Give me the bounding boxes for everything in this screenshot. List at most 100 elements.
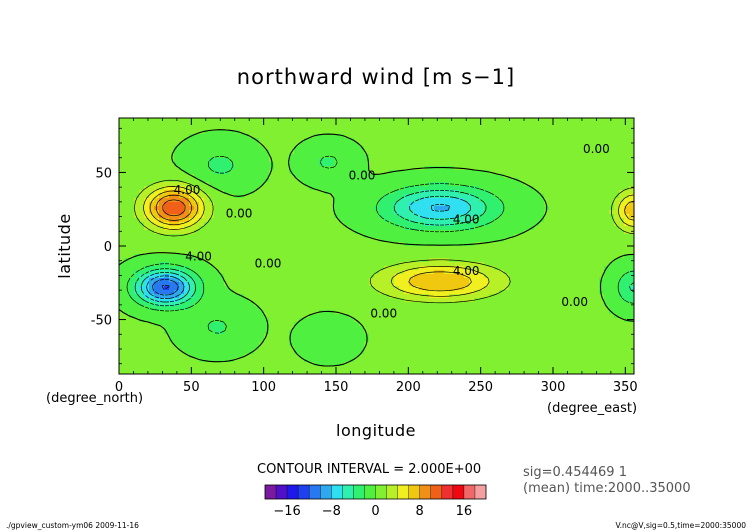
field-cell bbox=[579, 298, 585, 303]
field-cell bbox=[349, 190, 355, 195]
field-cell bbox=[494, 154, 500, 159]
field-cell bbox=[334, 274, 340, 279]
field-cell bbox=[404, 214, 410, 219]
field-cell bbox=[559, 186, 565, 191]
field-cell bbox=[224, 202, 230, 207]
field-cell bbox=[474, 126, 480, 131]
field-cell bbox=[544, 238, 550, 243]
field-cell bbox=[334, 158, 340, 163]
field-cell bbox=[374, 170, 380, 175]
field-cell bbox=[279, 238, 285, 243]
field-cell bbox=[569, 238, 575, 243]
field-cell bbox=[609, 134, 615, 139]
field-cell bbox=[454, 294, 460, 299]
field-cell bbox=[569, 162, 575, 167]
field-cell bbox=[134, 310, 140, 315]
field-cell bbox=[459, 122, 465, 127]
field-cell bbox=[179, 146, 185, 151]
field-cell bbox=[604, 198, 610, 203]
field-cell bbox=[534, 174, 540, 179]
field-cell bbox=[604, 138, 610, 143]
field-cell bbox=[299, 258, 305, 263]
field-cell bbox=[244, 266, 250, 271]
field-cell bbox=[264, 202, 270, 207]
field-cell bbox=[604, 162, 610, 167]
field-cell bbox=[164, 190, 170, 195]
field-cell bbox=[219, 194, 225, 199]
field-cell bbox=[569, 222, 575, 227]
field-cell bbox=[619, 178, 625, 183]
field-cell bbox=[324, 286, 330, 291]
field-cell bbox=[434, 166, 440, 171]
field-cell bbox=[154, 254, 160, 259]
field-cell bbox=[414, 146, 420, 151]
field-cell bbox=[294, 306, 300, 311]
field-cell bbox=[149, 134, 155, 139]
field-cell bbox=[624, 234, 630, 239]
field-cell bbox=[509, 146, 515, 151]
field-cell bbox=[334, 134, 340, 139]
field-cell bbox=[194, 162, 200, 167]
field-cell bbox=[334, 190, 340, 195]
field-cell bbox=[179, 238, 185, 243]
field-cell bbox=[494, 278, 500, 283]
field-cell bbox=[234, 242, 240, 247]
field-cell bbox=[339, 242, 345, 247]
field-cell bbox=[379, 194, 385, 199]
field-cell bbox=[479, 150, 485, 155]
field-cell bbox=[269, 310, 275, 315]
field-cell bbox=[119, 290, 125, 295]
field-cell bbox=[564, 214, 570, 219]
field-cell bbox=[584, 278, 590, 283]
field-cell bbox=[354, 190, 360, 195]
field-cell bbox=[269, 186, 275, 191]
field-cell bbox=[389, 158, 395, 163]
field-cell bbox=[254, 270, 260, 275]
field-cell bbox=[604, 258, 610, 263]
field-cell bbox=[444, 154, 450, 159]
field-cell bbox=[249, 270, 255, 275]
field-cell bbox=[434, 154, 440, 159]
field-cell bbox=[319, 258, 325, 263]
field-cell bbox=[509, 222, 515, 227]
field-cell bbox=[399, 134, 405, 139]
field-cell bbox=[434, 118, 440, 123]
field-cell bbox=[219, 282, 225, 287]
field-cell bbox=[184, 178, 190, 183]
field-cell bbox=[414, 174, 420, 179]
field-cell bbox=[544, 234, 550, 239]
field-cell bbox=[519, 278, 525, 283]
field-cell bbox=[539, 186, 545, 191]
field-cell bbox=[154, 178, 160, 183]
field-cell bbox=[504, 282, 510, 287]
field-cell bbox=[539, 254, 545, 259]
field-cell bbox=[284, 266, 290, 271]
field-cell bbox=[354, 134, 360, 139]
field-cell bbox=[129, 266, 135, 271]
field-cell bbox=[289, 266, 295, 271]
field-cell bbox=[429, 210, 435, 215]
field-cell bbox=[349, 210, 355, 215]
field-cell bbox=[544, 218, 550, 223]
field-cell bbox=[214, 306, 220, 311]
field-cell bbox=[539, 230, 545, 235]
field-cell bbox=[134, 214, 140, 219]
field-cell bbox=[189, 218, 195, 223]
field-cell bbox=[204, 258, 210, 263]
field-cell bbox=[314, 302, 320, 307]
field-cell bbox=[144, 190, 150, 195]
field-cell bbox=[179, 266, 185, 271]
field-cell bbox=[254, 234, 260, 239]
field-cell bbox=[309, 142, 315, 147]
field-cell bbox=[164, 174, 170, 179]
field-cell bbox=[549, 206, 555, 211]
field-cell bbox=[189, 270, 195, 275]
field-cell bbox=[289, 302, 295, 307]
field-cell bbox=[459, 178, 465, 183]
field-cell bbox=[184, 150, 190, 155]
field-cell bbox=[184, 130, 190, 135]
field-cell bbox=[424, 242, 430, 247]
field-cell bbox=[134, 198, 140, 203]
field-cell bbox=[244, 254, 250, 259]
field-cell bbox=[419, 190, 425, 195]
